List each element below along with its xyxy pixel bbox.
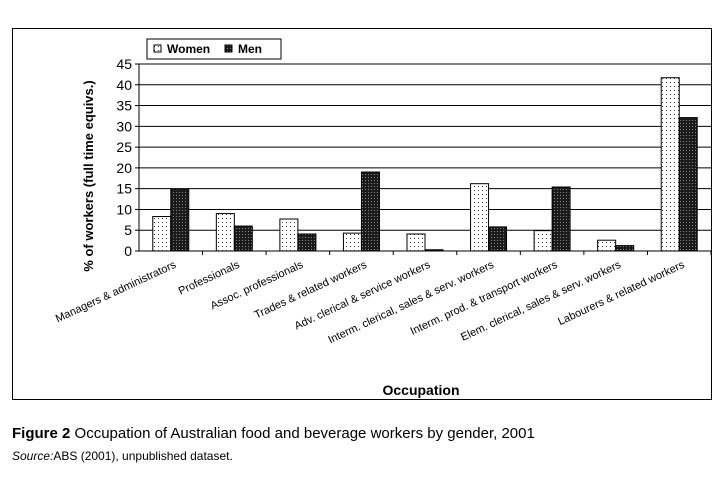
- y-tick-label: 25: [116, 139, 132, 155]
- legend-swatch-women: [153, 44, 162, 53]
- bar-women: [342, 232, 362, 252]
- bar-men: [615, 245, 635, 252]
- figure-source: Source:ABS (2001), unpublished dataset.: [12, 449, 233, 463]
- legend-label-women: Women: [167, 42, 210, 56]
- bar-women: [279, 218, 299, 252]
- bar-chart: 0 5 10 15 20 25 30 35 40 45 Managers & administra…: [54, 38, 712, 398]
- y-tick-labels: 0 5 10 15 20 25 30 35 40 45: [116, 56, 139, 259]
- bar-men: [360, 171, 380, 252]
- x-axis-title: Occupation: [382, 382, 459, 398]
- bar-women: [406, 233, 426, 252]
- bar-men: [488, 226, 508, 252]
- figure-label: Figure 2: [12, 425, 71, 442]
- bar-women: [597, 239, 617, 252]
- bar-men: [551, 186, 571, 252]
- legend-swatch-men: [224, 44, 233, 53]
- y-tick-label: 40: [116, 77, 132, 93]
- bar-men: [170, 188, 190, 252]
- y-tick-label: 45: [116, 56, 132, 72]
- y-tick-label: 20: [116, 160, 132, 176]
- y-tick-label: 5: [124, 222, 132, 238]
- bar-men: [297, 233, 317, 252]
- figure-caption-text: Occupation of Australian food and bevera…: [74, 425, 535, 442]
- y-tick-label: 10: [116, 201, 132, 217]
- chart-frame: 0 5 10 15 20 25 30 35 40 45 Managers & administra…: [12, 28, 712, 400]
- y-tick-label: 30: [116, 118, 132, 134]
- y-tick-label: 15: [116, 181, 132, 197]
- x-tick-label: Managers & administrators: [54, 259, 179, 326]
- figure-caption: Figure 2 Occupation of Australian food a…: [12, 425, 535, 442]
- y-tick-label: 35: [116, 98, 132, 114]
- legend: Women Men: [146, 38, 282, 60]
- bar-women: [470, 183, 490, 252]
- bars: [152, 77, 698, 252]
- legend-box: [146, 38, 282, 60]
- bar-men: [678, 117, 698, 252]
- bar-women: [215, 213, 235, 252]
- source-label: Source:: [12, 449, 54, 463]
- bar-women: [660, 77, 680, 252]
- y-axis-title: % of workers (full time equivs.): [81, 80, 96, 271]
- y-tick-label: 0: [124, 243, 132, 259]
- bar-men: [233, 225, 253, 252]
- legend-label-men: Men: [238, 42, 262, 56]
- bar-women: [152, 216, 172, 252]
- source-text: ABS (2001), unpublished dataset.: [53, 449, 233, 463]
- x-tick-labels: Managers & administratorsProfessionalsAs…: [54, 251, 712, 346]
- bar-women: [533, 230, 553, 252]
- gridlines: [139, 63, 711, 231]
